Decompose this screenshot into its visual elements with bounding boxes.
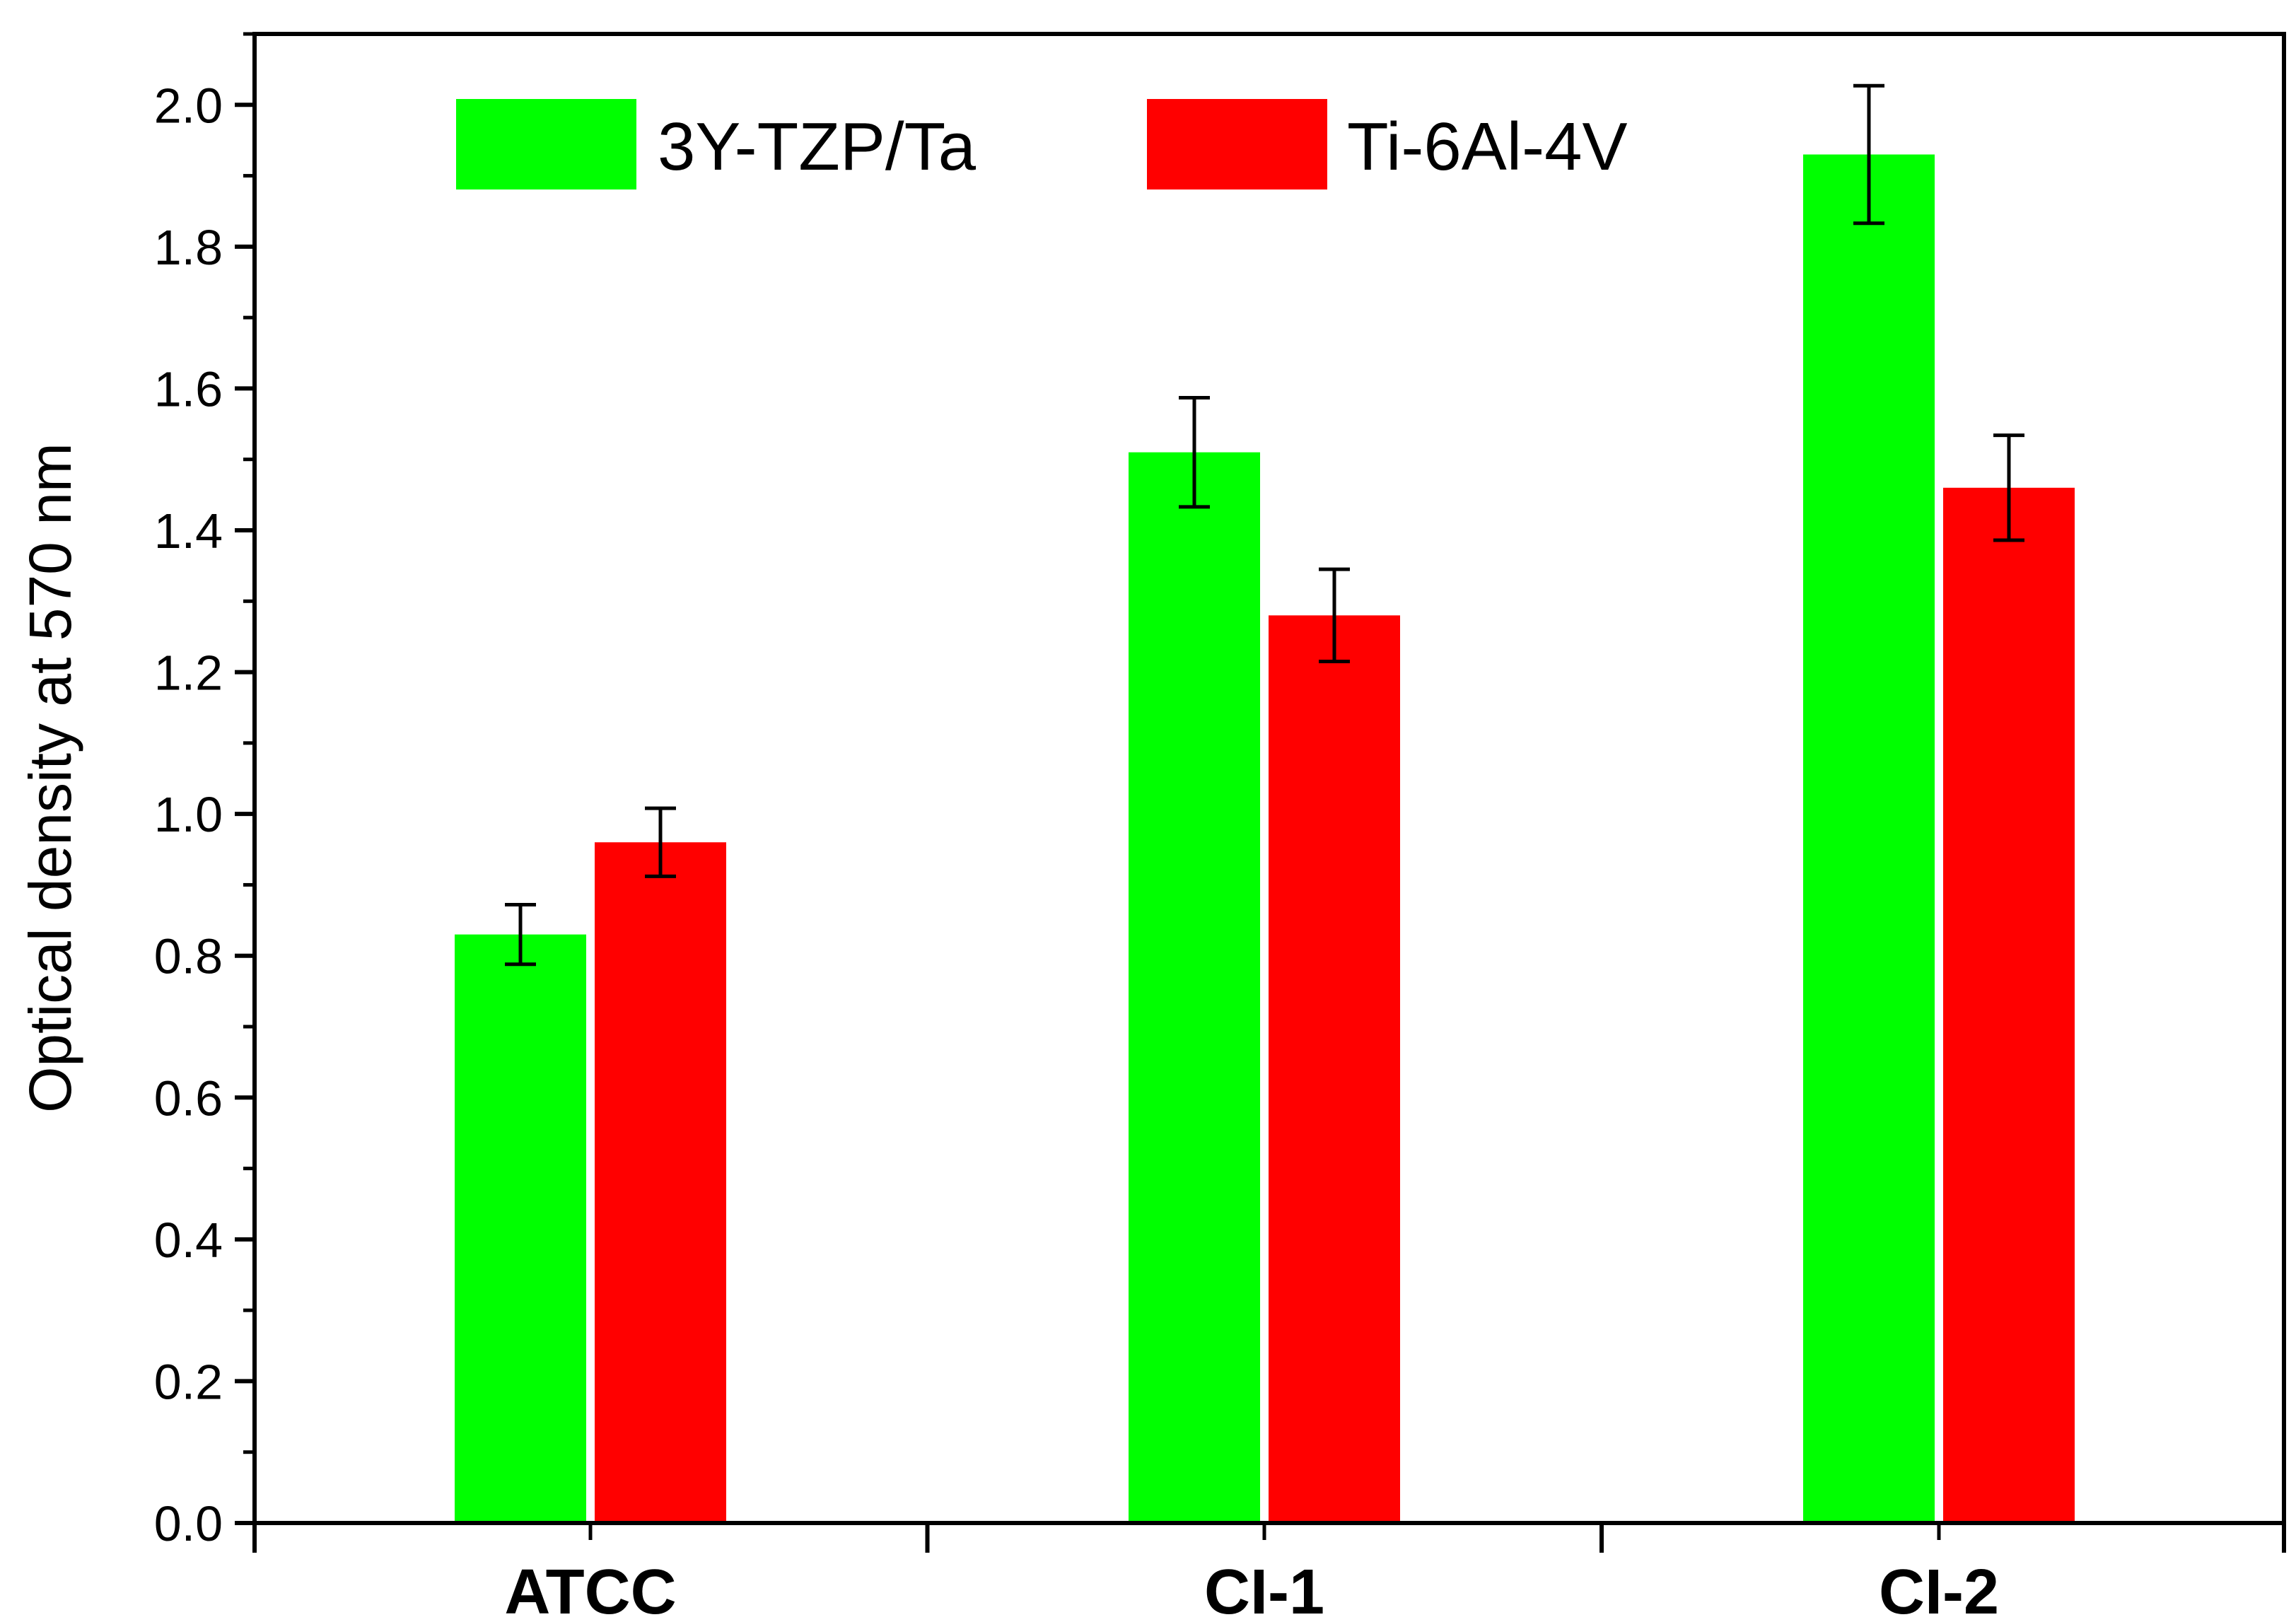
y-tick-label: 0.8 — [154, 929, 223, 984]
y-tick-label: 1.6 — [154, 361, 223, 416]
error-bars-layer — [505, 83, 2024, 967]
error-bar-ti-6al-4v-ci-1 — [1319, 567, 1350, 664]
error-bar-ti-6al-4v-ci-2 — [1993, 433, 2024, 542]
bar-3y-tzp-ta-atcc — [455, 934, 586, 1523]
legend-label-3y-tzp-ta: 3Y-TZP/Ta — [658, 109, 977, 185]
legend: 3Y-TZP/Ta Ti-6Al-4V — [456, 99, 1628, 189]
y-tick-label: 1.2 — [154, 646, 223, 701]
x-category-labels: ATCC CI-1 CI-2 — [504, 1557, 1999, 1622]
y-tick-label: 1.8 — [154, 220, 223, 275]
y-tick-label: 0.0 — [154, 1496, 223, 1551]
x-category-label-ci-1: CI-1 — [1204, 1557, 1324, 1622]
y-tick-label: 0.4 — [154, 1213, 223, 1268]
y-tick-label: 0.2 — [154, 1354, 223, 1409]
y-tick-label: 0.6 — [154, 1070, 223, 1126]
x-category-label-ci-2: CI-2 — [1879, 1557, 1999, 1622]
x-category-label-atcc: ATCC — [504, 1557, 676, 1622]
bar-3y-tzp-ta-ci-2 — [1803, 154, 1935, 1523]
legend-swatch-ti-6al-4v — [1147, 99, 1327, 189]
y-tick-label: 2.0 — [154, 78, 223, 133]
error-bar-ti-6al-4v-atcc — [645, 806, 676, 878]
y-ticks-layer: 0.0 0.2 0.4 0.6 0.8 1.0 1.2 1.4 1.6 1.8 2.0 — [154, 32, 255, 1551]
y-tick-label: 1.4 — [154, 503, 223, 559]
bars-layer — [455, 154, 2075, 1524]
legend-label-ti-6al-4v: Ti-6Al-4V — [1347, 109, 1628, 185]
axes-layer — [252, 32, 2286, 1553]
plot-frame — [252, 32, 2286, 1525]
bar-ti-6al-4v-atcc — [595, 842, 726, 1523]
error-bar-3y-tzp-ta-atcc — [505, 903, 536, 967]
bar-ti-6al-4v-ci-2 — [1943, 487, 2075, 1523]
error-bar-3y-tzp-ta-ci-2 — [1853, 83, 1884, 226]
legend-swatch-3y-tzp-ta — [456, 99, 636, 189]
y-axis-title: Optical density at 570 nm — [17, 443, 83, 1113]
bar-ti-6al-4v-ci-1 — [1269, 615, 1400, 1524]
error-bar-3y-tzp-ta-ci-1 — [1179, 395, 1210, 509]
bar-3y-tzp-ta-ci-1 — [1129, 452, 1260, 1523]
y-tick-label: 1.0 — [154, 787, 223, 842]
